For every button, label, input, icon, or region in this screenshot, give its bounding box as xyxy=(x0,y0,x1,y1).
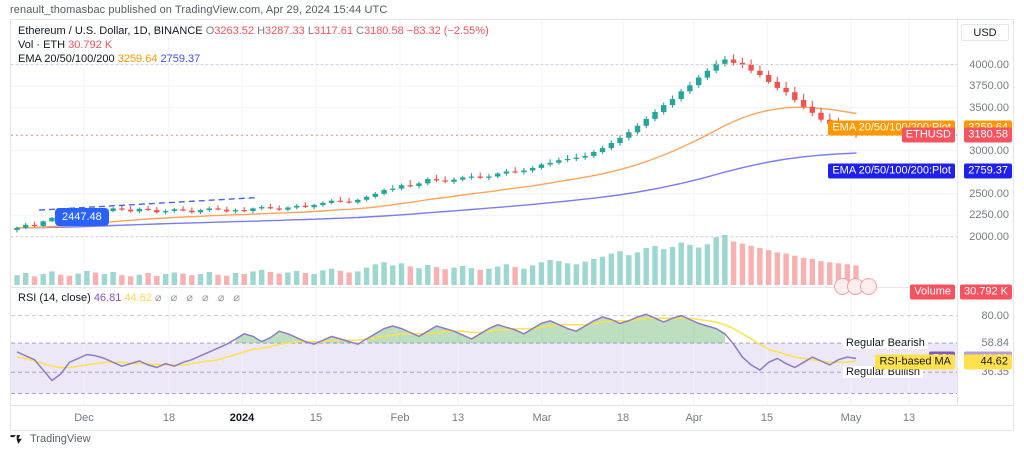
ohlc-o-value: 3263.52 xyxy=(214,25,255,37)
floating-price-badge[interactable]: 2447.48 xyxy=(55,208,109,226)
volume-row: Vol · ETH 30.792 K xyxy=(18,39,489,52)
currency-label[interactable]: USD xyxy=(961,24,1009,41)
brand-name: TradingView xyxy=(30,433,91,445)
pane-separator[interactable] xyxy=(11,287,1013,288)
ohlc-c-value: 3180.58 xyxy=(363,25,404,37)
chart-frame: Ethereum / U.S. Dollar, 1D, BINANCE O326… xyxy=(10,19,1014,431)
price-tick-2500: 2500.00 xyxy=(969,187,1009,200)
publication-line: renault_thomasbac published on TradingVi… xyxy=(10,4,388,16)
time-tick-may: May xyxy=(840,412,862,424)
time-tick-dec: Dec xyxy=(74,412,94,424)
rsi-legend-row: RSI (14, close) 46.81 44.62 ⌀ ⌀ ⌀ ⌀ ⌀ ⌀ xyxy=(18,292,243,305)
event-icon-3[interactable] xyxy=(860,278,877,295)
ema-label[interactable]: EMA 20/50/100/200 xyxy=(18,53,115,65)
rsi-line-svg xyxy=(11,288,958,406)
time-axis[interactable]: Dec 18 2024 15 Feb 13 Mar 18 Apr 15 May 13 xyxy=(11,405,1013,430)
time-tick-apr: Apr xyxy=(685,412,703,424)
time-tick-2024: 2024 xyxy=(229,412,255,424)
ohlc-h-label: H xyxy=(257,25,266,37)
time-tick-18: 18 xyxy=(616,412,630,424)
rsi-tick-58-84: 58.84 xyxy=(981,337,1009,350)
ema-row: EMA 20/50/100/200 3259.64 2759.37 xyxy=(18,53,489,66)
main-pane-legend[interactable]: Ethereum / U.S. Dollar, 1D, BINANCE O326… xyxy=(18,25,489,67)
price-change: −83.32 (−2.55%) xyxy=(406,25,489,37)
rsi-tick-80: 80.00 xyxy=(981,309,1009,322)
volume-label[interactable]: Vol · ETH xyxy=(18,39,66,51)
rsi-null-marks: ⌀ ⌀ ⌀ ⌀ ⌀ ⌀ xyxy=(155,292,244,304)
time-tick-18: 18 xyxy=(162,412,176,424)
time-tick-feb: Feb xyxy=(390,412,410,424)
time-tick-15: 15 xyxy=(309,412,323,424)
rsi-value: 46.81 xyxy=(93,292,122,304)
ohlc-l-value: 3117.61 xyxy=(313,25,353,37)
time-tick-13: 13 xyxy=(902,412,916,424)
ohlc-l-label: L xyxy=(307,25,314,37)
time-tick-13: 13 xyxy=(451,412,465,424)
ohlc-o-label: O xyxy=(205,25,215,37)
rsi-tick-36-35: 36.35 xyxy=(981,366,1009,379)
symbol-title[interactable]: Ethereum / U.S. Dollar, 1D, BINANCE xyxy=(18,25,203,37)
price-candlestick-svg xyxy=(11,20,958,287)
price-pane-plot[interactable] xyxy=(11,20,958,405)
ohlc-c-label: C xyxy=(356,25,364,37)
ema-slow-value: 2759.37 xyxy=(160,53,201,65)
rsi-pane-plot[interactable] xyxy=(11,288,958,406)
rsi-pane-legend[interactable]: RSI (14, close) 46.81 44.62 ⌀ ⌀ ⌀ ⌀ ⌀ ⌀ xyxy=(18,292,243,306)
price-tick-4000: 4000.00 xyxy=(969,58,1009,71)
price-tick-2250: 2250.00 xyxy=(969,209,1009,222)
footer-brand[interactable]: TradingView xyxy=(10,433,91,445)
tradingview-logo-icon xyxy=(10,434,22,444)
price-axis[interactable]: USD 4000.00 3750.00 3500.00 3000.00 2500.00 2… xyxy=(957,20,1013,430)
rsi-ma-value: 44.62 xyxy=(124,292,152,304)
price-tick-3000: 3000.00 xyxy=(969,144,1009,157)
volume-value: 30.792 K xyxy=(68,39,113,51)
price-tick-2000: 2000.00 xyxy=(969,230,1009,243)
time-tick-15: 15 xyxy=(760,412,774,424)
symbol-ohlc-row: Ethereum / U.S. Dollar, 1D, BINANCE O326… xyxy=(18,25,489,38)
price-tick-3750: 3750.00 xyxy=(969,80,1009,93)
ohlc-h-value: 3287.33 xyxy=(265,25,305,37)
price-tick-3500: 3500.00 xyxy=(969,101,1009,114)
rsi-title[interactable]: RSI (14, close) xyxy=(18,292,91,304)
event-icons-group[interactable] xyxy=(834,278,877,295)
time-tick-mar: Mar xyxy=(532,412,552,424)
ema-fast-value: 3259.64 xyxy=(117,53,158,65)
